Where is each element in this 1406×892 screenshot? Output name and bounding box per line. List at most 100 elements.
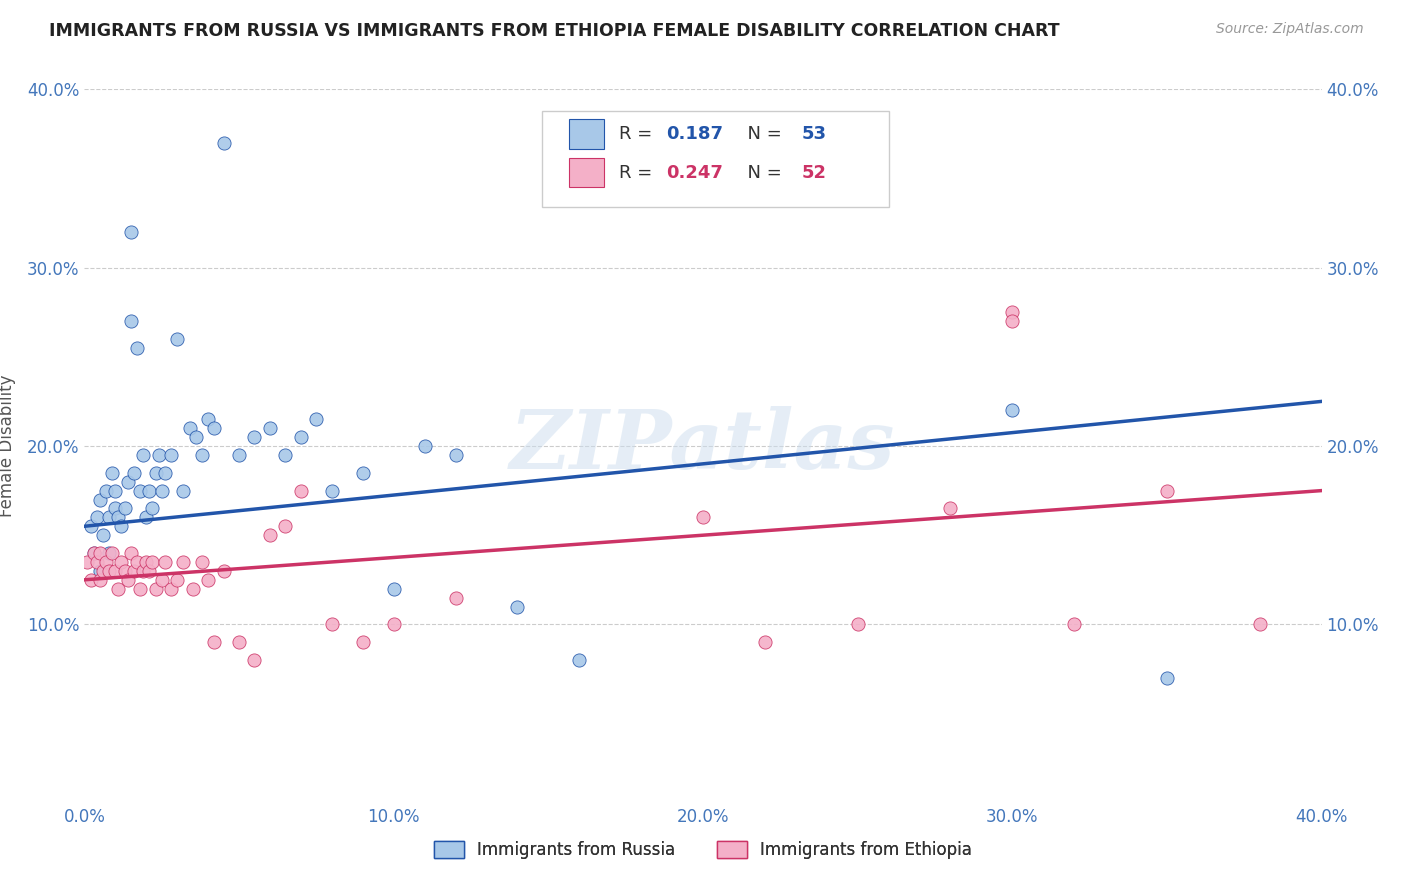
Point [120, 314, 142, 328]
Point [104, 501, 127, 516]
FancyBboxPatch shape [569, 119, 605, 149]
Point [117, 475, 139, 489]
Text: N =: N = [737, 163, 787, 181]
FancyBboxPatch shape [569, 158, 605, 187]
Point [274, 448, 297, 462]
Point [259, 421, 281, 435]
Point [1156, 671, 1178, 685]
Point [120, 546, 142, 560]
Point [91, 564, 114, 578]
Point [243, 653, 266, 667]
Point [148, 448, 170, 462]
Point [179, 421, 201, 435]
Point [692, 510, 714, 524]
Point [202, 635, 225, 649]
Point [228, 635, 250, 649]
Point [117, 573, 139, 587]
Point [89, 492, 111, 507]
Point [382, 582, 405, 596]
FancyBboxPatch shape [543, 111, 889, 207]
Point [939, 501, 962, 516]
Point [104, 483, 127, 498]
Point [1001, 314, 1024, 328]
Point [98, 510, 121, 524]
Point [444, 591, 467, 605]
Point [104, 564, 127, 578]
Point [153, 466, 176, 480]
Point [132, 564, 155, 578]
Point [79, 573, 101, 587]
Point [1063, 617, 1085, 632]
Point [120, 225, 142, 239]
Point [321, 483, 343, 498]
Point [172, 483, 194, 498]
Point [1156, 483, 1178, 498]
Point [1001, 403, 1024, 417]
Point [150, 483, 173, 498]
Point [166, 573, 188, 587]
Text: 53: 53 [801, 125, 827, 143]
Point [352, 466, 374, 480]
Point [94, 483, 117, 498]
Point [125, 341, 148, 355]
Point [191, 448, 214, 462]
Point [321, 617, 343, 632]
Point [243, 430, 266, 444]
Text: 52: 52 [801, 163, 827, 181]
Point [382, 617, 405, 632]
Point [290, 483, 312, 498]
Point [89, 573, 111, 587]
Point [259, 528, 281, 542]
Point [290, 430, 312, 444]
Point [846, 617, 869, 632]
Point [129, 582, 152, 596]
Point [135, 555, 157, 569]
Point [197, 412, 219, 426]
Point [444, 448, 467, 462]
Point [107, 582, 129, 596]
Point [352, 635, 374, 649]
Point [506, 599, 529, 614]
Point [212, 564, 235, 578]
Point [135, 510, 157, 524]
Point [274, 519, 297, 533]
Point [202, 421, 225, 435]
Point [181, 582, 204, 596]
Point [89, 564, 111, 578]
Point [568, 653, 591, 667]
Y-axis label: Female Disability: Female Disability [0, 375, 15, 517]
Point [138, 564, 160, 578]
Point [76, 555, 98, 569]
Text: 0.187: 0.187 [666, 125, 723, 143]
Point [191, 555, 214, 569]
Point [145, 582, 167, 596]
Point [160, 582, 183, 596]
Point [754, 635, 776, 649]
Point [86, 510, 108, 524]
Point [129, 483, 152, 498]
Point [1001, 305, 1024, 319]
Text: Source: ZipAtlas.com: Source: ZipAtlas.com [1216, 22, 1364, 37]
Point [160, 448, 183, 462]
Point [98, 546, 121, 560]
Point [172, 555, 194, 569]
Point [83, 546, 105, 560]
Point [305, 412, 328, 426]
Point [141, 555, 163, 569]
Point [413, 439, 436, 453]
Point [79, 519, 101, 533]
Point [91, 528, 114, 542]
Text: ZIPatlas: ZIPatlas [510, 406, 896, 486]
Point [228, 448, 250, 462]
Point [141, 501, 163, 516]
Point [110, 519, 132, 533]
Point [114, 501, 136, 516]
Point [101, 546, 124, 560]
Point [122, 466, 145, 480]
Point [122, 564, 145, 578]
Point [89, 546, 111, 560]
Point [107, 510, 129, 524]
Point [83, 546, 105, 560]
Point [94, 555, 117, 569]
Point [150, 573, 173, 587]
